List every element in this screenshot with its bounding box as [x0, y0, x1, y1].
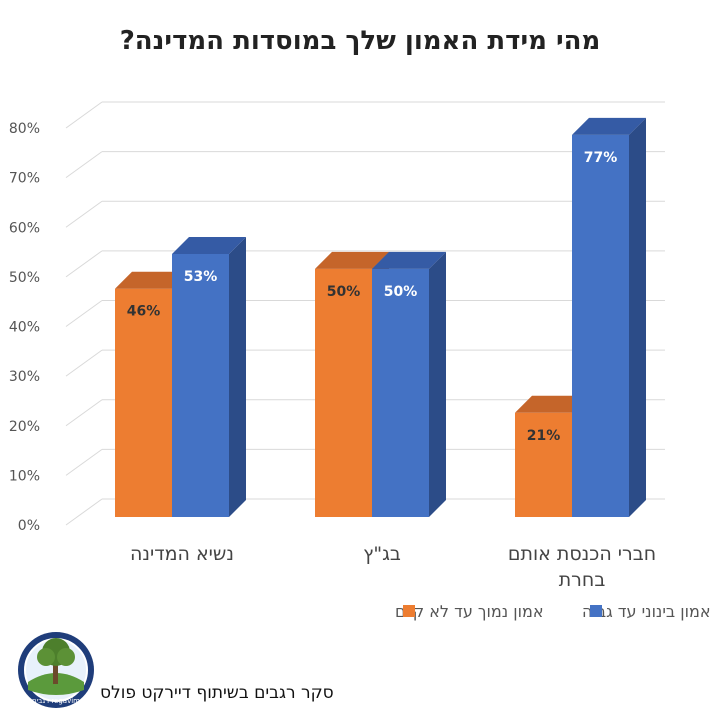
y-tick-label: 50%	[9, 270, 40, 286]
grid-line-diagonal	[65, 300, 103, 327]
data-label: 77%	[584, 150, 618, 166]
category-label: בג"ץ	[363, 543, 401, 565]
category-label: חברי הכנסת אותם	[508, 543, 656, 565]
y-tick-label: 40%	[9, 320, 40, 336]
bar-top	[115, 271, 189, 289]
grid-line-diagonal	[65, 151, 103, 179]
regavim-logo: רגבים regavim	[18, 632, 94, 708]
data-label: 46%	[127, 304, 161, 320]
chart-title: מהי מידת האמון שלך במוסדות המדינה?	[119, 26, 601, 56]
grid-line-diagonal	[65, 200, 103, 228]
bar-top	[315, 251, 389, 269]
bars: 46% 53% 50% 50% 21% 77%	[115, 117, 646, 518]
bar-side	[229, 236, 246, 518]
grid-line-diagonal	[65, 349, 103, 377]
bar-top	[172, 236, 246, 254]
bar-top	[372, 251, 446, 269]
grid-line-diagonal	[65, 250, 103, 278]
grid-line-diagonal	[65, 399, 103, 427]
legend-swatch	[590, 605, 602, 617]
bar-side	[629, 117, 646, 517]
y-tick-label: 20%	[9, 419, 40, 435]
y-axis-ticks: 0% 10% 20% 30% 40% 50% 60% 70% 80%	[9, 121, 40, 534]
bar-side	[429, 251, 446, 517]
data-label: 21%	[527, 428, 561, 444]
grid-line-diagonal	[65, 101, 103, 129]
category-label: נשיא המדינה	[130, 543, 234, 565]
bar-top	[572, 117, 646, 135]
bar	[515, 412, 572, 517]
category-label: בחרת	[559, 569, 606, 591]
bar	[172, 253, 229, 518]
survey-credit: סקר רגבים בשיתוף דיירקט פולס	[100, 683, 334, 703]
bar	[572, 134, 629, 517]
bar-top	[515, 395, 589, 413]
y-tick-label: 70%	[9, 171, 40, 187]
bar	[115, 288, 172, 517]
y-tick-label: 0%	[18, 518, 40, 534]
data-label: 53%	[184, 269, 218, 285]
grid-line-diagonal	[65, 448, 103, 476]
logo-text: רגבים regavim	[32, 697, 80, 705]
y-tick-label: 30%	[9, 369, 40, 385]
y-tick-label: 80%	[9, 121, 40, 137]
y-tick-label: 60%	[9, 220, 40, 236]
grid-line-diagonal	[65, 498, 103, 526]
category-labels: נשיא המדינה בג"ץ חברי הכנסת אותם בחרת	[130, 543, 656, 591]
data-label: 50%	[384, 284, 418, 300]
legend-label: אמון נמוך עד לא קיים	[395, 602, 544, 621]
legend: אמון נמוך עד לא קיים אמון בינוני עד גבוה	[395, 602, 711, 621]
bar	[315, 268, 372, 517]
y-tick-label: 10%	[9, 468, 40, 484]
legend-swatch	[403, 605, 415, 617]
data-label: 50%	[327, 284, 361, 300]
legend-label: אמון בינוני עד גבוה	[582, 602, 711, 621]
bar	[372, 268, 429, 517]
